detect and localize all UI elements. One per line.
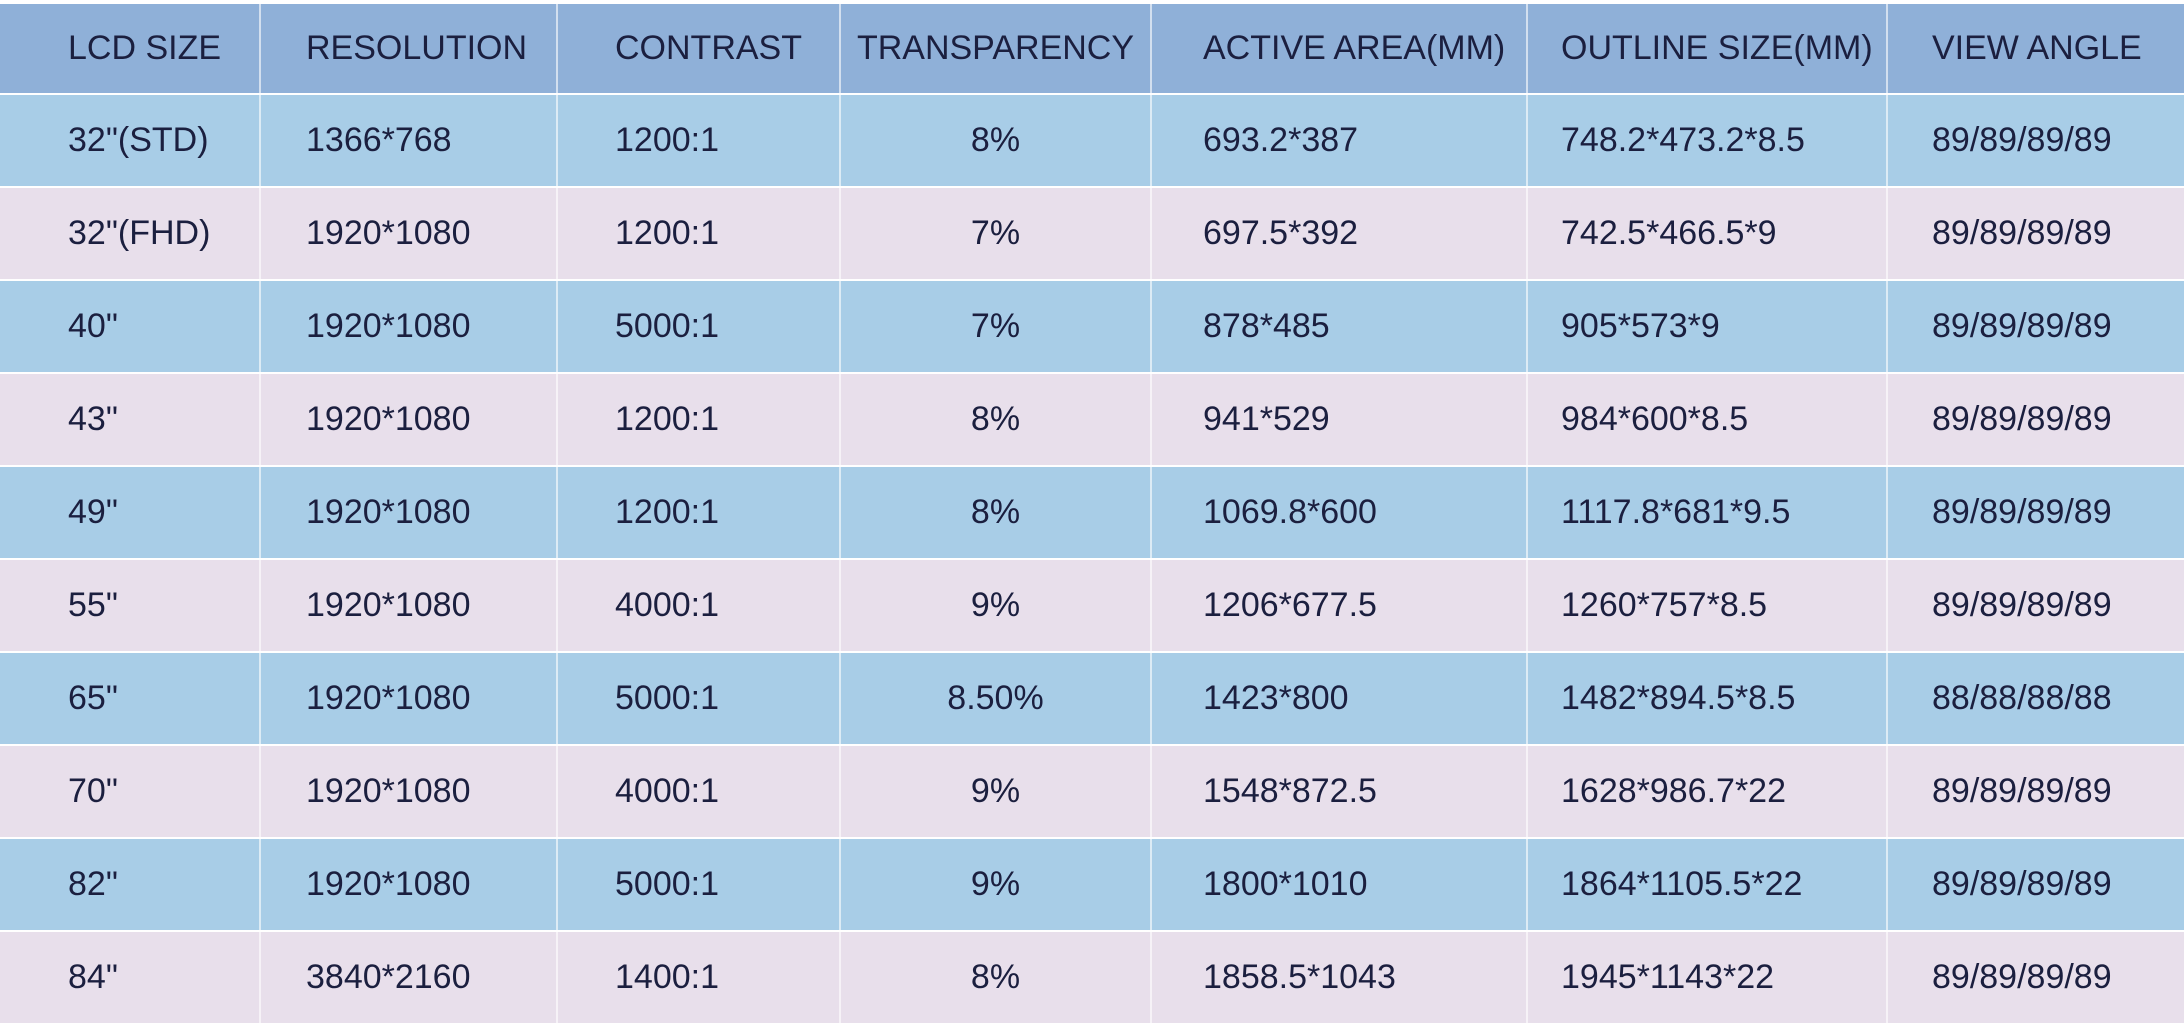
table-row: 32"(FHD) 1920*1080 1200:1 7% 697.5*392 742.5*… [0, 187, 2184, 281]
header-cell: RESOLUTION [259, 4, 557, 95]
table-row: 70" 1920*1080 4000:1 9% 1548*872.5 1628*986.7… [0, 745, 2184, 839]
table-row: 40" 1920*1080 5000:1 7% 878*485 905*573*9 89/8… [0, 280, 2184, 374]
table-cell: 1200:1 [556, 94, 840, 188]
table-cell: 49" [0, 466, 260, 560]
table-cell: 1200:1 [556, 187, 840, 281]
table-cell: 89/89/89/89 [1886, 94, 2184, 188]
table-cell: 8% [839, 94, 1151, 188]
table-cell: 84" [0, 931, 260, 1025]
table-cell: 1864*1105.5*22 [1526, 838, 1887, 932]
table-cell: 742.5*466.5*9 [1526, 187, 1887, 281]
header-cell: VIEW ANGLE [1886, 4, 2184, 95]
table-cell: 1920*1080 [259, 187, 557, 281]
table-cell: 1069.8*600 [1150, 466, 1527, 560]
table-cell: 65" [0, 652, 260, 746]
header-row: LCD SIZE RESOLUTION CONTRAST TRANSPARENCY AC… [0, 4, 2184, 95]
table-cell: 1920*1080 [259, 466, 557, 560]
table-cell: 1366*768 [259, 94, 557, 188]
table-cell: 1945*1143*22 [1526, 931, 1887, 1025]
header-cell: TRANSPARENCY [839, 4, 1151, 95]
table-cell: 1206*677.5 [1150, 559, 1527, 653]
table-body: 32"(STD) 1366*768 1200:1 8% 693.2*387 748.2*4… [0, 94, 2184, 1025]
table-cell: 1482*894.5*8.5 [1526, 652, 1887, 746]
table-cell: 89/89/89/89 [1886, 280, 2184, 374]
table-cell: 1920*1080 [259, 559, 557, 653]
header-cell: OUTLINE SIZE(MM) [1526, 4, 1887, 95]
table-cell: 89/89/89/89 [1886, 466, 2184, 560]
spec-table: LCD SIZE RESOLUTION CONTRAST TRANSPARENCY AC… [0, 4, 2184, 1025]
table-cell: 89/89/89/89 [1886, 187, 2184, 281]
table-cell: 40" [0, 280, 260, 374]
table-cell: 9% [839, 838, 1151, 932]
table-cell: 89/89/89/89 [1886, 373, 2184, 467]
table-cell: 55" [0, 559, 260, 653]
table-cell: 1858.5*1043 [1150, 931, 1527, 1025]
table-row: 65" 1920*1080 5000:1 8.50% 1423*800 1482*894.… [0, 652, 2184, 746]
table-cell: 1200:1 [556, 466, 840, 560]
header-cell: CONTRAST [556, 4, 840, 95]
table-cell: 4000:1 [556, 559, 840, 653]
table-row: 55" 1920*1080 4000:1 9% 1206*677.5 1260*757*8… [0, 559, 2184, 653]
table-cell: 82" [0, 838, 260, 932]
table-cell: 89/89/89/89 [1886, 559, 2184, 653]
table-cell: 89/89/89/89 [1886, 931, 2184, 1025]
table-cell: 43" [0, 373, 260, 467]
table-cell: 4000:1 [556, 745, 840, 839]
table-row: 82" 1920*1080 5000:1 9% 1800*1010 1864*1105.5… [0, 838, 2184, 932]
table-row: 43" 1920*1080 1200:1 8% 941*529 984*600*8.5 89… [0, 373, 2184, 467]
table-cell: 941*529 [1150, 373, 1527, 467]
table-row: 84" 3840*2160 1400:1 8% 1858.5*1043 1945*1143… [0, 931, 2184, 1025]
table-cell: 32"(STD) [0, 94, 260, 188]
table-cell: 1800*1010 [1150, 838, 1527, 932]
header-cell: LCD SIZE [0, 4, 260, 95]
table-cell: 748.2*473.2*8.5 [1526, 94, 1887, 188]
table-cell: 1920*1080 [259, 652, 557, 746]
table-cell: 1260*757*8.5 [1526, 559, 1887, 653]
table-cell: 89/89/89/89 [1886, 838, 2184, 932]
table-cell: 5000:1 [556, 838, 840, 932]
table-cell: 984*600*8.5 [1526, 373, 1887, 467]
table-cell: 8.50% [839, 652, 1151, 746]
table-cell: 9% [839, 745, 1151, 839]
table-cell: 1548*872.5 [1150, 745, 1527, 839]
table-cell: 1920*1080 [259, 280, 557, 374]
table-cell: 70" [0, 745, 260, 839]
table-cell: 8% [839, 931, 1151, 1025]
table-cell: 1423*800 [1150, 652, 1527, 746]
table-cell: 1920*1080 [259, 745, 557, 839]
table-cell: 1117.8*681*9.5 [1526, 466, 1887, 560]
table-cell: 878*485 [1150, 280, 1527, 374]
table-cell: 1200:1 [556, 373, 840, 467]
table-cell: 7% [839, 280, 1151, 374]
table-row: 49" 1920*1080 1200:1 8% 1069.8*600 1117.8*681… [0, 466, 2184, 560]
table-cell: 697.5*392 [1150, 187, 1527, 281]
header-cell: ACTIVE AREA(MM) [1150, 4, 1527, 95]
table-cell: 5000:1 [556, 280, 840, 374]
table-cell: 32"(FHD) [0, 187, 260, 281]
table-cell: 9% [839, 559, 1151, 653]
table-cell: 88/88/88/88 [1886, 652, 2184, 746]
table-row: 32"(STD) 1366*768 1200:1 8% 693.2*387 748.2*4… [0, 94, 2184, 188]
table-cell: 905*573*9 [1526, 280, 1887, 374]
table-cell: 3840*2160 [259, 931, 557, 1025]
table-cell: 1920*1080 [259, 373, 557, 467]
table-cell: 5000:1 [556, 652, 840, 746]
table-cell: 7% [839, 187, 1151, 281]
table-cell: 1920*1080 [259, 838, 557, 932]
table-cell: 693.2*387 [1150, 94, 1527, 188]
table-cell: 1400:1 [556, 931, 840, 1025]
table-cell: 89/89/89/89 [1886, 745, 2184, 839]
table-cell: 8% [839, 466, 1151, 560]
table-cell: 8% [839, 373, 1151, 467]
table-cell: 1628*986.7*22 [1526, 745, 1887, 839]
